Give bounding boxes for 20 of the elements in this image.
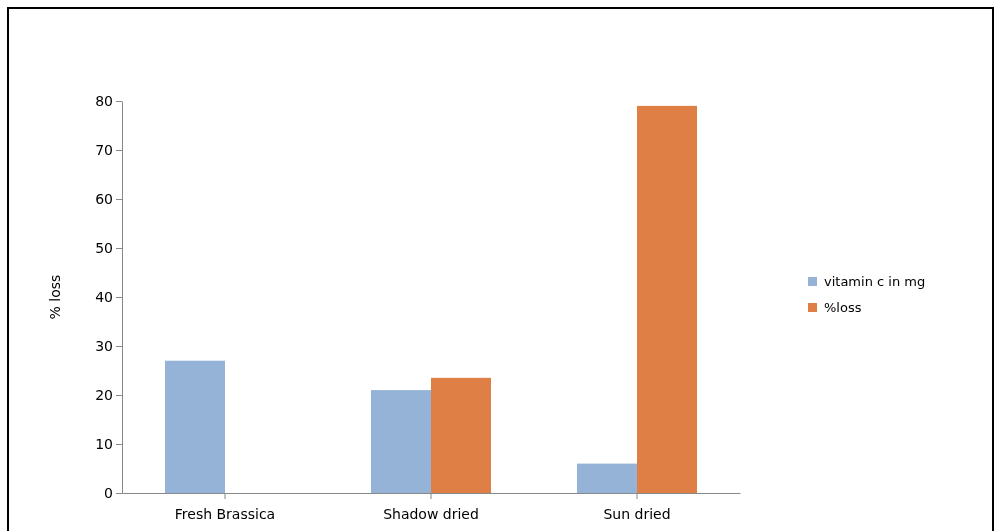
y-axis-title: % loss [47,274,63,320]
legend-label: vitamin c in mg [824,274,926,289]
bar [637,105,697,493]
x-tick-label: Shadow dried [383,505,479,522]
y-tick-label: 10 [95,435,113,452]
bar [577,463,637,493]
bar [371,390,431,493]
x-tick-label: Fresh Brassica [174,505,276,522]
x-tick-label: Sun dried [603,505,671,522]
legend-label: %loss [824,300,862,315]
y-tick-label: 60 [95,190,113,207]
y-tick-label: 70 [95,141,113,158]
y-tick-label: 40 [95,288,113,305]
y-tick-label: 20 [95,386,113,403]
y-tick-label: 80 [95,92,113,109]
y-tick-label: 50 [95,239,113,256]
y-tick-label: 0 [104,484,113,501]
bar [431,377,491,493]
bar [165,360,225,493]
y-tick-label: 30 [95,337,113,354]
